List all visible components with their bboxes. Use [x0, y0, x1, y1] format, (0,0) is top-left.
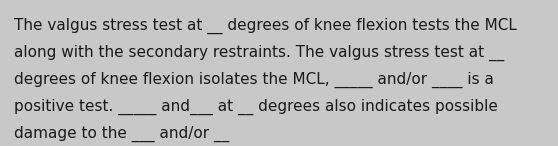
Text: along with the secondary restraints. The valgus stress test at __: along with the secondary restraints. The… — [14, 45, 504, 61]
Text: degrees of knee flexion isolates the MCL, _____ and/or ____ is a: degrees of knee flexion isolates the MCL… — [14, 72, 494, 88]
Text: damage to the ___ and/or __: damage to the ___ and/or __ — [14, 126, 229, 142]
Text: positive test. _____ and___ at __ degrees also indicates possible: positive test. _____ and___ at __ degree… — [14, 99, 498, 115]
Text: The valgus stress test at __ degrees of knee flexion tests the MCL: The valgus stress test at __ degrees of … — [14, 18, 517, 34]
